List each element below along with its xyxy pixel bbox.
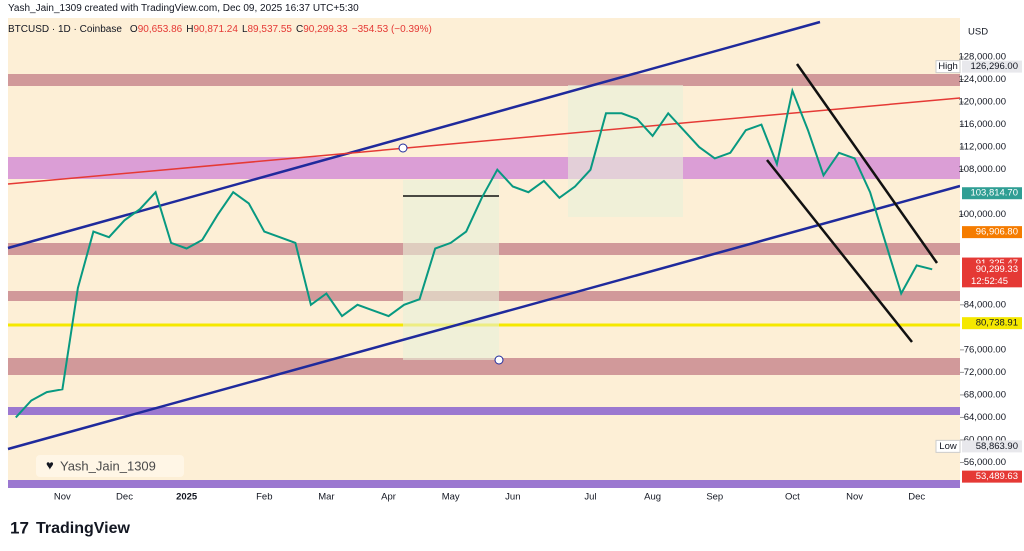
y-tick-label: 100,000.00 xyxy=(958,209,1006,220)
y-tick-label: 124,000.00 xyxy=(958,74,1006,85)
tag-box xyxy=(935,439,961,453)
price-label: 58,863.90 xyxy=(976,441,1018,452)
legend-row: BTCUSD · 1D · Coinbase O90,653.86 H90,871.… xyxy=(8,24,436,35)
x-tick-label: Dec xyxy=(908,492,925,503)
range-box xyxy=(403,180,499,360)
y-tick-label: 72,000.00 xyxy=(964,367,1006,378)
zone xyxy=(8,407,960,415)
x-tick-label: Jun xyxy=(505,492,520,503)
ohlc: O90,653.86 H90,871.24 L89,537.55 C90,299.33 xyxy=(130,24,352,35)
price-label: 80,738.91 xyxy=(976,318,1018,329)
range-box xyxy=(568,85,683,217)
symbol: BTCUSD · 1D · Coinbase xyxy=(8,24,122,35)
x-tick-label: Feb xyxy=(256,492,272,503)
watermark-bg xyxy=(36,455,184,477)
y-tick-label: 60,000.00 xyxy=(964,434,1006,445)
zone xyxy=(8,157,960,179)
ohlc-key: H xyxy=(186,24,194,35)
price-label-box xyxy=(962,60,1022,73)
y-tick-label: 112,000.00 xyxy=(959,142,1006,153)
trendline xyxy=(7,20,821,250)
x-tick-label: 2025 xyxy=(176,492,198,503)
price-label-box xyxy=(962,440,1022,453)
price-label-box xyxy=(962,470,1022,483)
ohlc-key: O xyxy=(129,24,138,35)
x-tick-label: Apr xyxy=(381,492,396,503)
ohlc-value: 90,871.24 xyxy=(193,24,238,35)
time-axis xyxy=(8,488,960,506)
handle xyxy=(398,143,408,153)
y-tick-label: 68,000.00 xyxy=(964,389,1006,400)
zone xyxy=(8,480,960,488)
tag: High xyxy=(938,61,958,72)
price-label: 103,814.70 xyxy=(970,188,1018,199)
x-tick-label: Oct xyxy=(785,492,800,503)
y-tick-label: 64,000.00 xyxy=(964,412,1006,423)
handle xyxy=(494,355,504,365)
zone xyxy=(8,358,960,375)
price-label-box xyxy=(962,226,1022,239)
ohlc-value: 90,653.86 xyxy=(137,24,183,35)
y-tick-label: 84,000.00 xyxy=(964,299,1006,310)
watermark-heart: ♥ xyxy=(46,457,54,472)
y-tick-label: 116,000.00 xyxy=(959,119,1006,130)
credit: Yash_Jain_1309 created with TradingView.… xyxy=(8,3,359,14)
price-label: 96,906.80 xyxy=(976,227,1018,238)
x-tick-label: Dec xyxy=(116,492,133,503)
y-tick-label: 128,000.00 xyxy=(958,52,1006,63)
currency: USD xyxy=(968,27,988,38)
y-tick-label: 108,000.00 xyxy=(958,164,1006,175)
change: −354.53 (−0.39%) xyxy=(351,24,432,35)
ohlc-key: C xyxy=(296,24,304,35)
countdown: 12:52:45 xyxy=(971,276,1008,287)
trendline xyxy=(766,159,913,343)
price-label: 90,299.33 xyxy=(976,264,1018,275)
ohlc-value: 90,299.33 xyxy=(303,24,348,35)
x-tick-label: Aug xyxy=(644,492,661,503)
y-tick-label: 76,000.00 xyxy=(964,344,1006,355)
tag: Low xyxy=(939,441,957,452)
y-tick-label: 120,000.00 xyxy=(958,97,1006,108)
tag-box xyxy=(935,60,961,74)
brand: TradingView xyxy=(36,520,131,537)
price-label: 126,296.00 xyxy=(970,61,1018,72)
price-label-box xyxy=(962,263,1022,288)
price-label-box xyxy=(962,317,1022,330)
ohlc-value: 89,537.55 xyxy=(247,24,293,35)
x-tick-label: Sep xyxy=(706,492,723,503)
price-axis xyxy=(960,18,1024,488)
price-label: 53,489.63 xyxy=(976,471,1018,482)
price-line xyxy=(15,87,933,419)
x-tick-label: May xyxy=(442,492,460,503)
ohlc-key: L xyxy=(241,24,248,35)
x-tick-label: Nov xyxy=(846,492,863,503)
zone xyxy=(8,74,960,86)
x-tick-label: Nov xyxy=(54,492,71,503)
x-tick-label: Jul xyxy=(584,492,596,503)
x-tick-label: Mar xyxy=(318,492,334,503)
brand-logo: 17 xyxy=(10,518,29,537)
trendline xyxy=(7,184,961,451)
trendline xyxy=(795,63,939,264)
watermark: Yash_Jain_1309 xyxy=(60,458,156,473)
price-label-box xyxy=(962,187,1022,200)
y-tick-label: 56,000.00 xyxy=(964,457,1006,468)
